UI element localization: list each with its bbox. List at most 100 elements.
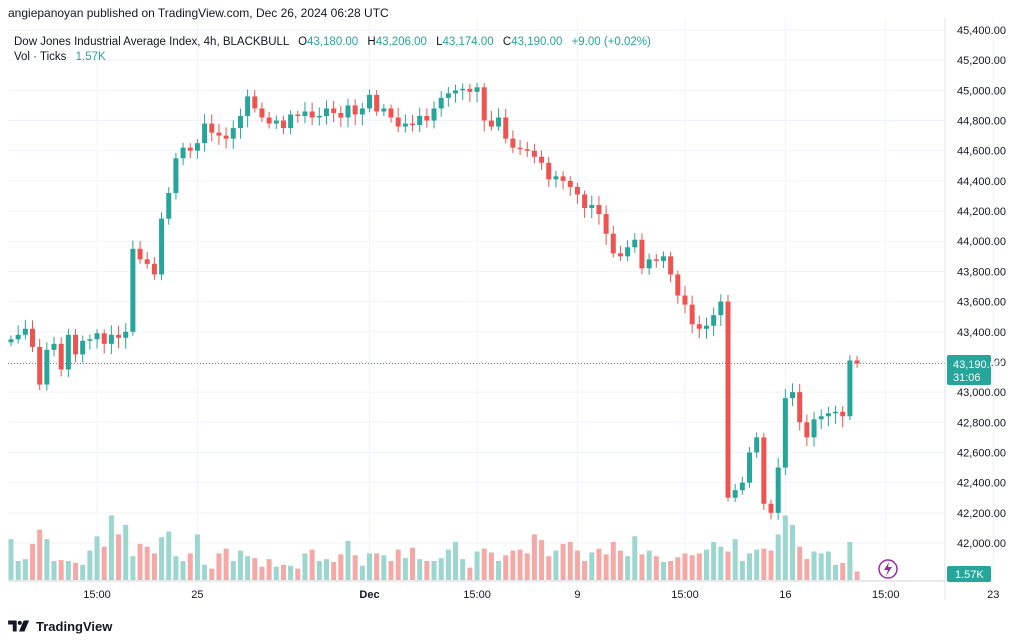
time-tick-label: 25 — [191, 589, 203, 601]
candle-body — [159, 218, 165, 275]
candle-body — [675, 274, 681, 296]
candle-body — [632, 239, 638, 248]
price-tick-label: 43,400.00 — [957, 327, 1006, 339]
volume-bar — [123, 524, 129, 580]
candle-body — [524, 149, 530, 151]
candle-body — [30, 328, 36, 347]
volume-bar — [245, 556, 251, 580]
candle-body — [51, 343, 57, 350]
volume-bar — [302, 553, 308, 580]
volume-bar — [474, 551, 480, 580]
candle-body — [718, 301, 724, 316]
volume-bar — [761, 548, 767, 580]
low-label: L — [436, 36, 443, 48]
candle-body — [682, 295, 688, 305]
candle-body — [768, 503, 774, 513]
volume-bar — [331, 561, 337, 580]
low-value: 43,174.00 — [443, 36, 494, 48]
candle-body — [15, 334, 21, 340]
price-tick-label: 42,400.00 — [957, 478, 1006, 490]
candle-body — [797, 392, 803, 423]
volume-bar — [187, 553, 193, 580]
volume-bar — [632, 536, 638, 580]
volume-bar — [818, 553, 824, 580]
candle-body — [388, 108, 394, 118]
volume-bar — [481, 548, 487, 580]
volume-bar — [689, 555, 695, 580]
candle-body — [453, 90, 459, 94]
volume-bar — [574, 550, 580, 580]
volume-bar — [180, 561, 186, 580]
candle-body — [123, 331, 129, 338]
candle-body — [639, 239, 645, 269]
price-axis: 45,400.00 45,200.00 45,000.00 44,800.00 44,6… — [957, 25, 1006, 550]
volume-bar — [202, 564, 208, 580]
price-tick-label: 42,600.00 — [957, 447, 1006, 459]
candle-body — [646, 259, 652, 269]
volume-bar — [711, 542, 717, 580]
time-tick-label: 23 — [987, 589, 999, 601]
time-tick-label: 15:00 — [872, 589, 900, 601]
volume-bar — [273, 566, 279, 580]
candle-body — [402, 123, 408, 127]
close-value: 43,190.00 — [511, 36, 562, 48]
candle-body — [202, 123, 208, 144]
price-tick-label: 44,800.00 — [957, 116, 1006, 128]
volume-bar — [696, 553, 702, 580]
volume-bar — [395, 549, 401, 580]
volume-bar — [682, 553, 688, 580]
volume-bar — [539, 540, 545, 580]
candle-body — [825, 413, 831, 417]
volume-bar — [825, 551, 831, 580]
volume-bar — [410, 547, 416, 580]
candle-body — [237, 116, 243, 129]
candle-body — [359, 108, 365, 115]
volume-bar — [65, 561, 71, 580]
candle-body — [603, 214, 609, 234]
candle-body — [610, 233, 616, 254]
candle-body — [854, 360, 860, 364]
candle-body — [553, 176, 559, 180]
candle-body — [503, 117, 509, 139]
volume-bar — [833, 564, 839, 580]
candle-body — [108, 334, 114, 344]
volume-bar — [151, 553, 157, 580]
candle-body — [574, 186, 580, 195]
volume-bar — [582, 561, 588, 580]
candle-body — [101, 333, 107, 344]
price-tick-label: 44,600.00 — [957, 146, 1006, 158]
time-tick-label: Dec — [359, 589, 379, 601]
volume-bar — [309, 549, 315, 580]
footer-brand[interactable]: TradingView — [8, 617, 112, 635]
candle-body — [424, 116, 430, 121]
volume-legend: Vol · Ticks 1.57K — [14, 51, 106, 63]
volume-bar — [546, 556, 552, 580]
volume-bar — [567, 542, 573, 580]
candle-body — [438, 97, 444, 109]
candle-body — [230, 128, 236, 139]
candle-body — [567, 180, 573, 187]
volume-bar — [603, 554, 609, 580]
candle-body — [840, 411, 846, 417]
legend-symbol: Dow Jones Industrial Average Index, 4h, … — [14, 36, 651, 48]
volume-bar — [775, 534, 781, 580]
volume-bar — [610, 542, 616, 580]
volume-bar — [438, 558, 444, 580]
volume-bar — [352, 555, 358, 580]
lightning-icon[interactable] — [878, 559, 898, 579]
candle-body — [804, 422, 810, 438]
volume-bar — [840, 562, 846, 580]
volume-bar — [453, 542, 459, 580]
candle-body — [151, 263, 157, 275]
volume-bar — [8, 539, 14, 580]
candle-body — [539, 156, 545, 163]
candle-body — [44, 349, 50, 385]
volume-bar — [431, 561, 437, 580]
volume-bar — [130, 556, 136, 580]
countdown-label: 31:06 — [953, 372, 981, 384]
volume-bar — [87, 550, 93, 580]
volume-bar — [216, 553, 222, 580]
price-tick-label: 45,400.00 — [957, 25, 1006, 37]
price-tick-label: 44,000.00 — [957, 236, 1006, 248]
